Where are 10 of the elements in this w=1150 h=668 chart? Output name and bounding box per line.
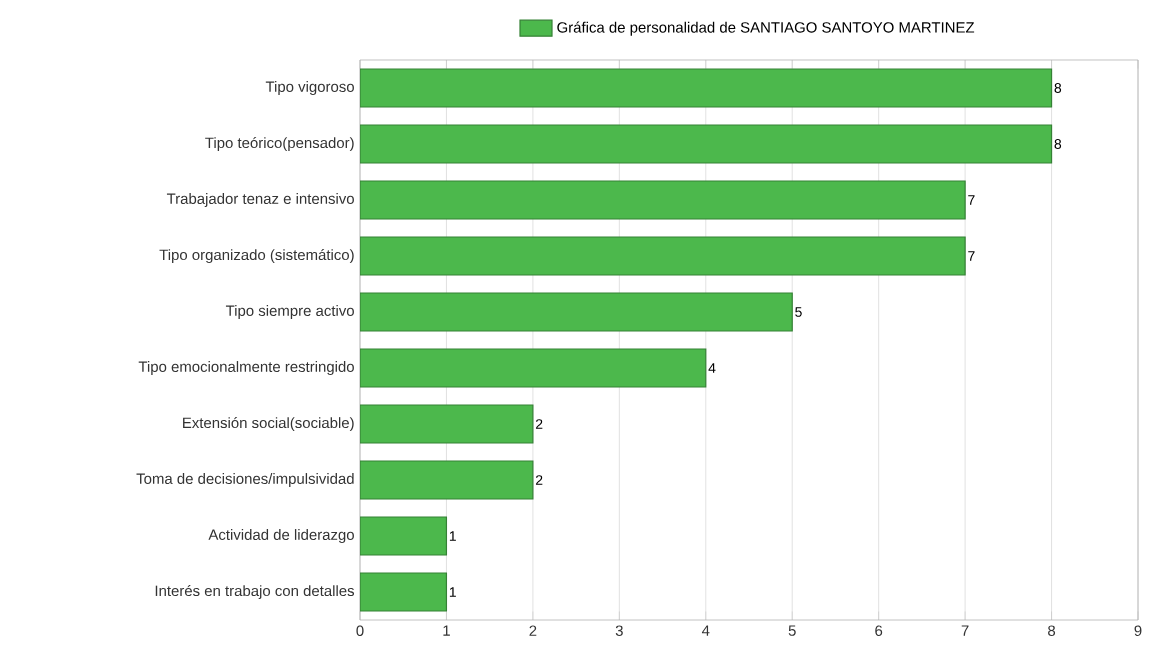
bar: [360, 236, 966, 276]
bar: [360, 348, 707, 388]
bar: [360, 404, 534, 444]
bar: [360, 292, 793, 332]
bar: [360, 180, 966, 220]
bar: [360, 460, 534, 500]
bar: [360, 572, 448, 612]
bar: [360, 68, 1053, 108]
bar: [360, 516, 448, 556]
bar: [360, 124, 1053, 164]
